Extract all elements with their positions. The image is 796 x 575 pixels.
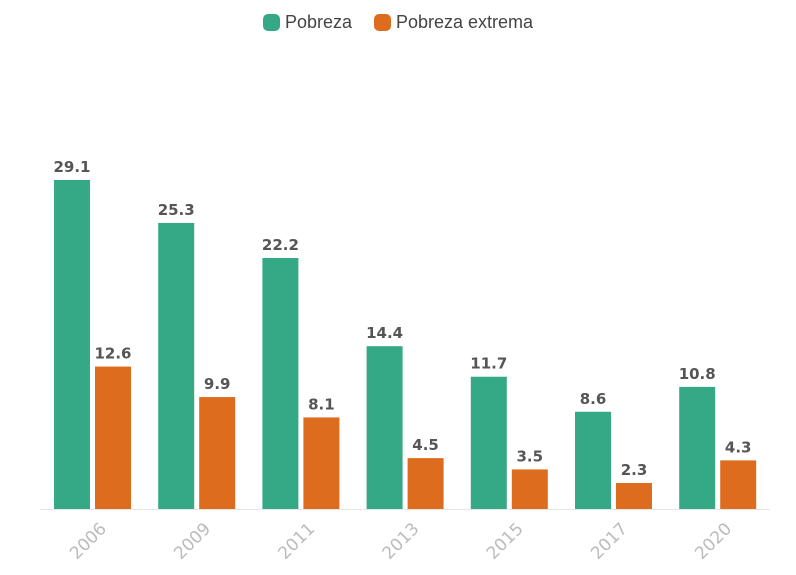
data-label-pobreza-extrema-2009: 9.9 (204, 375, 231, 393)
bar-pobreza-extrema-2013[interactable] (407, 458, 444, 509)
legend-item-pobreza-extrema[interactable]: Pobreza extrema (373, 12, 534, 33)
bar-pobreza-extrema-2011[interactable] (303, 417, 340, 509)
data-label-pobreza-extrema-2013: 4.5 (412, 436, 439, 454)
x-tick-label-2006: 2006 (66, 519, 111, 564)
data-label-pobreza-extrema-2020: 4.3 (725, 438, 752, 456)
chart-legend: Pobreza Pobreza extrema (0, 12, 796, 33)
x-tick-label-2009: 2009 (170, 519, 215, 564)
bar-pobreza-extrema-2009[interactable] (199, 397, 236, 509)
bar-pobreza-2013[interactable] (366, 346, 403, 509)
bar-pobreza-extrema-2017[interactable] (616, 482, 652, 509)
data-label-pobreza-2006: 29.1 (53, 158, 90, 176)
bar-pobreza-2006[interactable] (54, 180, 90, 509)
data-label-pobreza-2020: 10.8 (679, 365, 716, 383)
bar-pobreza-2017[interactable] (575, 411, 611, 509)
data-label-pobreza-2015: 11.7 (470, 355, 507, 373)
legend-label-pobreza-extrema: Pobreza extrema (395, 12, 534, 32)
bar-pobreza-2009[interactable] (158, 222, 195, 509)
x-tick-label-2013: 2013 (379, 519, 424, 564)
x-tick-label-2011: 2011 (274, 519, 319, 564)
bar-pobreza-2015[interactable] (470, 376, 507, 509)
bar-pobreza-2020[interactable] (679, 386, 716, 509)
x-tick-label-2017: 2017 (587, 519, 632, 564)
bar-pobreza-extrema-2015[interactable] (511, 469, 548, 509)
legend-label-pobreza: Pobreza (284, 12, 352, 32)
data-label-pobreza-extrema-2017: 2.3 (621, 461, 648, 479)
data-label-pobreza-extrema-2006: 12.6 (94, 345, 131, 363)
legend-swatch-pobreza-extrema (373, 14, 391, 31)
data-label-pobreza-2017: 8.6 (580, 390, 607, 408)
x-tick-label-2015: 2015 (483, 519, 528, 564)
data-label-pobreza-extrema-2015: 3.5 (517, 447, 544, 465)
data-label-pobreza-2013: 14.4 (366, 324, 403, 342)
bar-pobreza-extrema-2006[interactable] (95, 366, 131, 509)
data-label-pobreza-2009: 25.3 (158, 201, 195, 219)
legend-item-pobreza[interactable]: Pobreza (262, 12, 352, 33)
data-label-pobreza-extrema-2011: 8.1 (308, 395, 335, 413)
data-label-pobreza-2011: 22.2 (262, 236, 299, 254)
bar-pobreza-2011[interactable] (262, 258, 299, 509)
x-tick-label-2020: 2020 (691, 519, 736, 564)
legend-swatch-pobreza (262, 14, 280, 31)
bar-pobreza-extrema-2020[interactable] (720, 460, 757, 509)
